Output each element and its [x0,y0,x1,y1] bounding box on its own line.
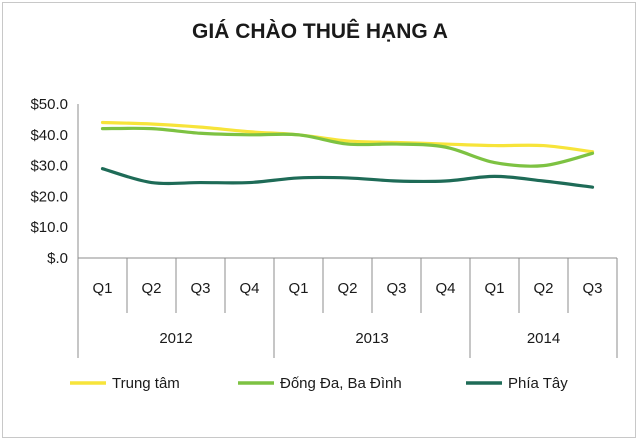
x-tick-label: Q3 [386,280,406,297]
y-tick-label: $40.0 [30,127,68,144]
x-tick-label: Q3 [582,280,602,297]
year-label: 2014 [527,330,560,347]
y-tick-label: $10.0 [30,219,68,236]
y-tick-label: $30.0 [30,158,68,175]
year-label: 2012 [159,330,192,347]
y-tick-label: $50.0 [30,96,68,113]
x-tick-label: Q3 [190,280,210,297]
series-line-2 [100,126,595,168]
x-tick-label: Q1 [288,280,308,297]
series-lines [100,120,595,189]
category-axis: Q1 Q2 Q3 Q4 Q1 Q2 Q3 Q4 Q1 Q2 Q3 2012 2013 2014 [92,258,618,358]
x-tick-label: Q1 [484,280,504,297]
legend-label: Phía Tây [508,375,568,392]
x-tick-label: Q2 [533,280,553,297]
y-tick-label: $20.0 [30,188,68,205]
series-line-1 [100,120,595,154]
x-tick-label: Q2 [141,280,161,297]
legend-label: Đống Đa, Ba Đình [280,375,402,392]
axes [77,104,617,358]
series-line-3 [100,167,595,189]
x-tick-label: Q4 [239,280,259,297]
legend-label: Trung tâm [112,375,180,392]
legend: Trung tâm Đống Đa, Ba Đình Phía Tây [70,375,568,392]
chart-title: GIÁ CHÀO THUÊ HẠNG A [192,19,448,43]
x-tick-label: Q4 [435,280,455,297]
y-tick-label: $.0 [47,250,68,267]
year-label: 2013 [355,330,388,347]
y-axis: $.0 $10.0 $20.0 $30.0 $40.0 $50.0 [30,96,68,267]
chart-frame [2,2,636,438]
x-tick-label: Q2 [337,280,357,297]
x-tick-label: Q1 [92,280,112,297]
